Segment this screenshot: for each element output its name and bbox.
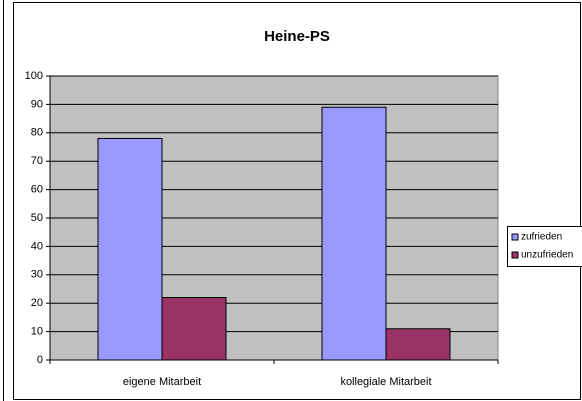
bar	[385, 328, 451, 361]
y-tick-label: 70	[31, 155, 43, 167]
y-tick-label: 100	[25, 70, 43, 82]
y-tick-label: 90	[31, 98, 43, 110]
y-tick-label: 50	[31, 212, 43, 224]
chart-title: Heine-PS	[264, 28, 330, 45]
legend-label: unzufrieden	[521, 250, 573, 261]
bar	[97, 137, 163, 361]
y-tick-label: 60	[31, 184, 43, 196]
legend-swatch	[511, 251, 519, 259]
y-tick-label: 10	[31, 326, 43, 338]
legend-label: zufrieden	[521, 232, 562, 243]
bar	[161, 297, 227, 361]
legend-swatch	[511, 233, 519, 241]
y-tick-label: 30	[31, 269, 43, 281]
legend-box	[507, 226, 582, 267]
y-tick-label: 80	[31, 127, 43, 139]
x-tick-label: eigene Mitarbeit	[123, 376, 201, 388]
y-tick-label: 40	[31, 240, 43, 252]
x-tick-label: kollegiale Mitarbeit	[340, 376, 431, 388]
y-tick-label: 0	[37, 354, 43, 366]
bar	[321, 106, 387, 361]
y-tick-label: 20	[31, 297, 43, 309]
